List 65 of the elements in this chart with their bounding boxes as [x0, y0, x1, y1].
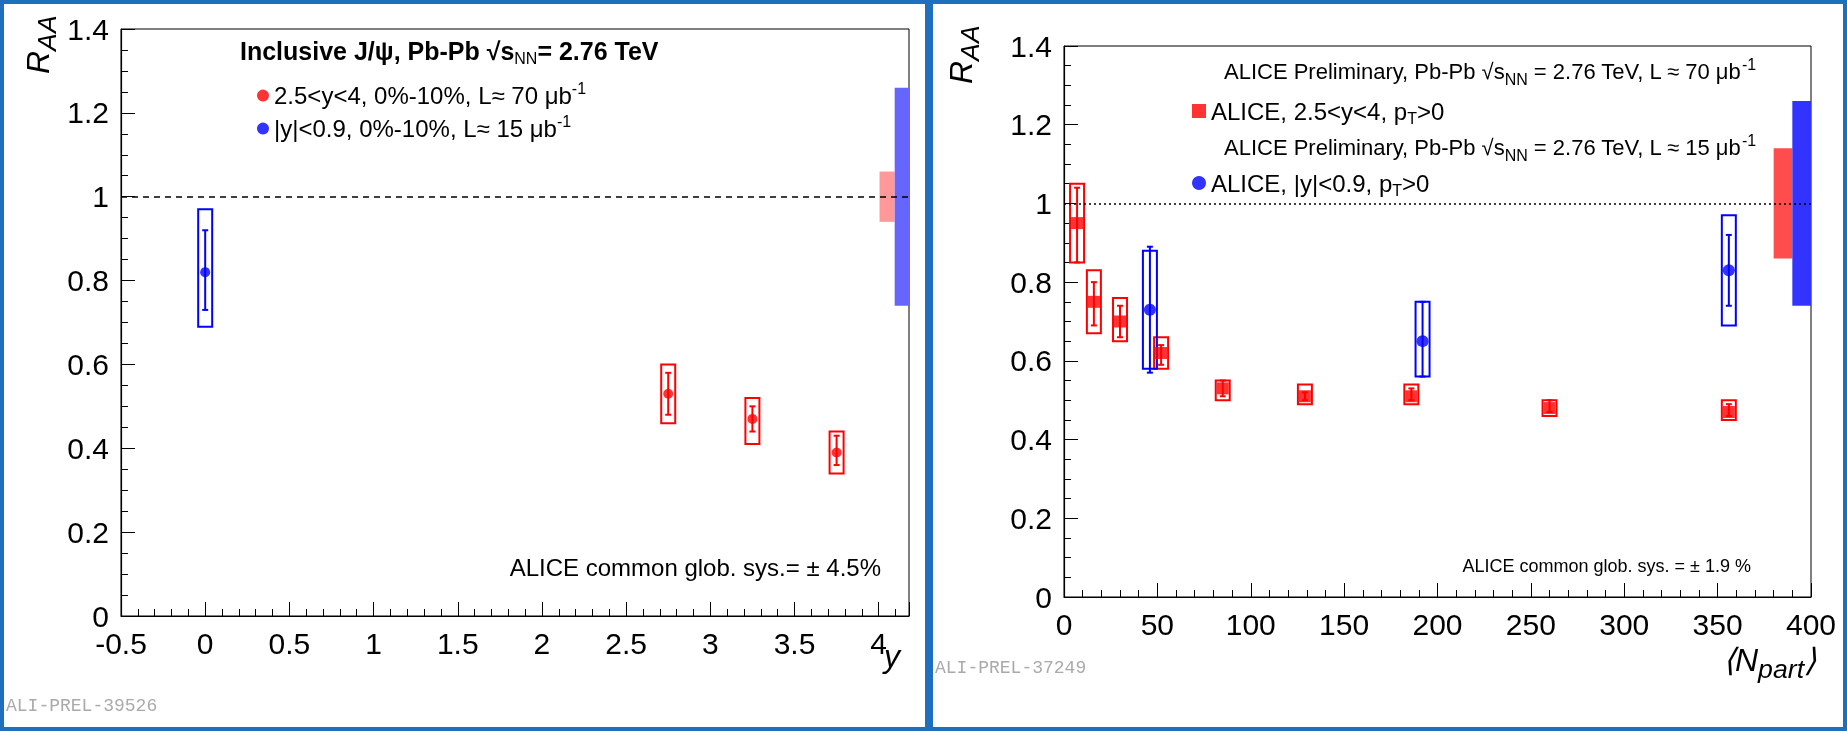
bar	[1112, 296, 1129, 343]
bar	[744, 396, 761, 446]
bar	[1069, 182, 1086, 264]
x-tick-label: 2.5	[605, 626, 647, 660]
bar	[1085, 269, 1102, 335]
y-tick-label: 0.6	[1010, 344, 1052, 378]
x-tick-label: -0.5	[95, 626, 147, 660]
x-tick-label: 2	[533, 626, 551, 660]
point	[1416, 335, 1429, 348]
x-axis-title: ⟨N$_{part}$⟩	[1723, 642, 1817, 685]
y-tick-label: 0.2	[1010, 501, 1052, 535]
y-tick-label: 0.8	[67, 264, 109, 298]
text: ALI-PREL-39526	[6, 696, 158, 716]
bar	[1720, 399, 1737, 421]
y-tick-label: 0.8	[1010, 265, 1052, 299]
bar	[879, 171, 895, 222]
bar	[1153, 336, 1170, 370]
bar	[1403, 383, 1420, 406]
y-tick-label: 1	[92, 180, 109, 214]
bar	[1141, 249, 1158, 370]
x-tick-label: 150	[1319, 607, 1370, 641]
bar	[1414, 300, 1431, 378]
x-tick-label: 0	[196, 626, 214, 660]
x-tick-label: 250	[1505, 607, 1556, 641]
x-tick-label: 0.5	[268, 626, 311, 660]
y-tick-label: 1.2	[67, 96, 109, 130]
bar	[1792, 101, 1811, 306]
y-tick-label: 0	[1035, 580, 1052, 614]
y-tick-label: 0.4	[1010, 423, 1052, 457]
annotation: ALICE common glob. sys.= ± 4.5%	[509, 553, 882, 581]
annotation: ALICE common glob. sys. = ± 1.9 %	[1462, 556, 1752, 576]
x-tick-label: 100	[1225, 607, 1276, 641]
y-tick-label: 0.4	[67, 431, 109, 465]
bar	[828, 430, 845, 475]
point	[663, 388, 674, 399]
y-tick-label: 1.4	[1010, 29, 1052, 63]
y-tick-label: 1.2	[1010, 108, 1052, 142]
bar	[660, 363, 677, 425]
x-tick-label: 200	[1412, 607, 1463, 641]
point	[1071, 217, 1084, 230]
y-tick-label: 1.4	[67, 12, 109, 46]
bar	[1214, 379, 1231, 402]
point	[1143, 303, 1156, 316]
x-tick-label: 3	[701, 626, 719, 660]
bar	[1773, 148, 1793, 259]
x-tick-label: 400	[1785, 607, 1837, 641]
bar	[197, 208, 214, 328]
y-tick-label: 1	[1035, 186, 1052, 220]
x-tick-label: 300	[1599, 607, 1650, 641]
y-tick-label: 0.6	[67, 347, 109, 381]
point	[1722, 264, 1735, 277]
y-tick-label: 0.2	[67, 515, 109, 549]
x-tick-label: 1	[365, 626, 382, 660]
bar	[894, 87, 910, 306]
point	[747, 413, 758, 424]
bar	[1296, 383, 1313, 406]
point	[1087, 295, 1100, 308]
point	[831, 447, 842, 458]
bar	[1720, 214, 1737, 327]
x-tick-label: 1.5	[436, 626, 479, 660]
x-tick-label: 50	[1140, 607, 1175, 641]
x-tick-label: 3.5	[773, 626, 816, 660]
text: ALI-PREL-37249	[935, 658, 1087, 678]
point	[200, 267, 211, 278]
x-tick-label: 350	[1692, 607, 1743, 641]
